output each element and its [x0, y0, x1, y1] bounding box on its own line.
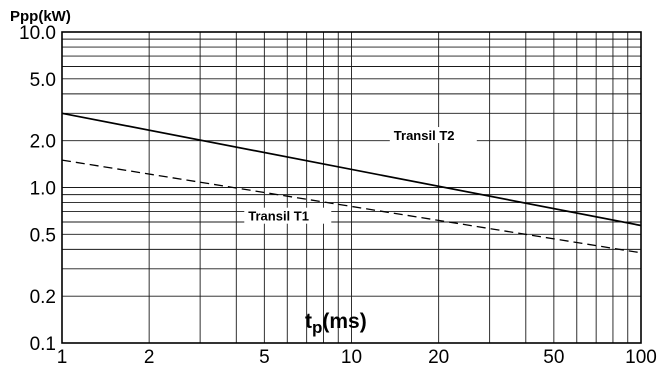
plot-frame	[61, 31, 642, 344]
x-tick-label: 5	[259, 347, 270, 368]
y-tick-label: 5.0	[30, 70, 56, 91]
x-axis-label-unit: (ms)	[322, 310, 366, 333]
x-tick-label: 20	[428, 347, 449, 368]
series-label-bg	[244, 207, 332, 224]
y-tick-label: 1.0	[30, 179, 56, 200]
series-label-t2: Transil T2	[394, 128, 455, 143]
y-tick-label: 2.0	[30, 132, 56, 153]
x-tick-label: 2	[144, 347, 155, 368]
series-labels: Transil T2 Transil T1	[244, 127, 477, 224]
series-label-bg	[389, 127, 477, 144]
x-tick-label: 1	[57, 347, 68, 368]
x-axis-label-sub: p	[312, 318, 322, 337]
x-axis-label: tp(ms)	[305, 310, 367, 337]
y-tick-label: 0.1	[30, 334, 56, 355]
series-label-t1: Transil T1	[248, 209, 309, 224]
x-tick-label: 100	[625, 347, 657, 368]
series-line-t2	[61, 112, 642, 227]
x-axis-label-main: t	[305, 310, 312, 333]
x-tick-label: 10	[341, 347, 362, 368]
series-layer	[61, 112, 642, 254]
x-tick-label: 50	[543, 347, 564, 368]
y-tick-label: 0.2	[30, 287, 56, 308]
y-tick-label: 0.5	[30, 225, 56, 246]
y-axis-label: Ppp(kW)	[10, 8, 71, 25]
grid	[62, 32, 641, 343]
tick-labels: 1 2 5 10 20 50 100 0.1 0.2 0.5 1.0 2.0 5.0 10.0	[19, 23, 657, 368]
y-tick-label: 10.0	[19, 23, 56, 44]
